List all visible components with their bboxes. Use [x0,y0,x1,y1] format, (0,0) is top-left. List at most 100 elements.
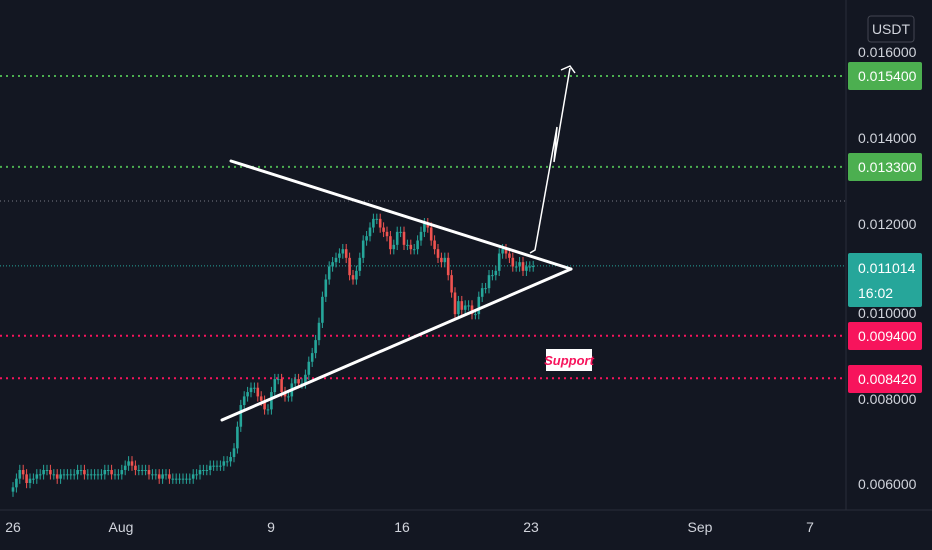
candle-body [123,465,127,471]
candle-body [351,275,355,280]
price-axis[interactable]: USDT 0.016000 0.014000 0.012000 0.010000… [848,15,922,492]
candle-body [205,470,209,472]
candle-body [304,374,307,384]
level-tag-box [848,365,922,393]
candle-body [222,461,226,466]
candle-body [412,249,416,251]
candle-body [395,231,399,245]
support-annotation-text: Support [544,353,594,368]
candle-body [508,253,511,258]
candle-body [372,218,375,228]
y-tick-label: 0.016000 [858,44,917,60]
candle-body [198,470,202,475]
candle-body [253,387,256,389]
candle-body [368,227,372,237]
upper-trendline[interactable] [229,159,573,271]
candle-body [518,262,521,267]
candle-body [195,474,198,476]
candle-body [341,249,345,254]
x-tick-label: 23 [523,519,539,535]
candle-body [178,478,181,480]
candle-body [188,478,192,480]
candle-body [242,396,246,406]
candle-body [215,465,219,467]
candle-body [266,409,270,411]
y-tick-label: 0.010000 [858,305,917,321]
candle-body [317,322,321,341]
candle-body [45,470,49,472]
lower-trendline[interactable] [220,267,573,422]
candle-body [59,474,62,479]
level-tag-text: 0.008420 [858,371,917,387]
candle-body [321,296,324,323]
candle-body [504,249,508,254]
time-axis[interactable]: 26 Aug 9 16 23 Sep 7 [5,519,814,535]
candle-body [28,478,32,483]
candle-body [130,461,134,466]
candle-body [365,236,368,241]
candle-body [423,223,426,232]
candle-body [151,474,154,476]
candle-body [110,470,113,475]
candle-body [521,262,525,271]
x-tick-label: 7 [806,519,814,535]
candle-body [208,465,212,471]
candle-body [168,474,171,479]
candle-body [402,231,406,245]
candle-body [273,379,277,393]
candle-body [76,470,79,475]
candle-body [419,231,423,241]
candle-body [392,244,396,250]
candle-body [440,257,443,263]
candle-body [263,400,266,410]
candle-body [270,392,273,410]
candle-body [144,470,147,472]
candle-body [62,474,66,476]
candle-body [443,257,447,263]
candle-body [83,470,86,475]
candle-body [348,257,351,276]
y-tick-label: 0.008000 [858,391,917,407]
candle-body [100,474,103,476]
countdown-text: 16:02 [858,285,893,301]
candle-body [174,478,178,480]
candle-body [38,474,42,476]
candle-body [55,474,59,479]
candle-body [246,392,249,397]
candle-body [463,305,467,310]
candle-body [531,266,535,268]
candle-body [52,474,56,476]
candle-body [375,218,379,220]
y-tick-label: 0.012000 [858,216,917,232]
candle-body [232,448,236,458]
candle-body [334,257,338,263]
projection-arrow[interactable] [529,65,576,254]
candle-body [239,405,243,427]
candle-body [297,379,300,384]
candle-body [310,353,314,362]
candle-body [79,470,83,472]
candle-body [21,470,25,475]
level-tag-text: 0.015400 [858,68,917,84]
support-annotation[interactable]: Support [544,349,595,371]
candle-body [474,314,477,316]
candle-body [35,474,39,479]
candle-body [181,478,185,480]
x-tick-label: 26 [5,519,21,535]
candle-body [157,474,161,479]
candle-body [389,236,392,250]
x-tick-label: Aug [109,519,134,535]
projection-path[interactable] [529,67,571,254]
triangle-drawing[interactable] [220,159,573,422]
current-price-text: 0.011014 [858,260,916,276]
candle-body [416,240,419,250]
candle-body [385,231,389,237]
candle-body [256,387,260,397]
candle-body [89,474,93,476]
level-tag: 0.008420 [848,365,922,393]
currency-badge[interactable] [867,15,915,43]
candle-body [42,470,45,475]
candle-body [86,474,90,476]
